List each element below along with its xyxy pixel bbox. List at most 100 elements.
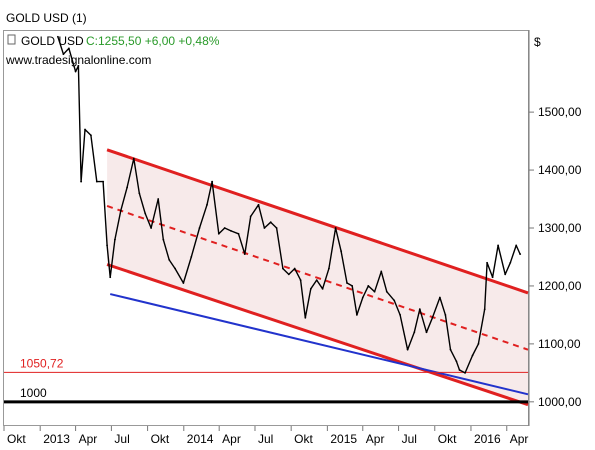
price-point	[190, 256, 193, 258]
level-label-1000: 1000	[20, 386, 47, 400]
price-point	[340, 250, 343, 253]
y-tick-label: 1300,00	[538, 221, 582, 235]
price-point	[425, 331, 428, 334]
price-point	[444, 314, 447, 316]
price-point	[299, 279, 302, 282]
x-tick-label: Apr	[79, 432, 98, 446]
price-point	[80, 180, 83, 183]
price-point	[263, 227, 266, 229]
x-tick-label: Jul	[258, 432, 273, 446]
x-tick-label: 2015	[330, 432, 357, 446]
price-point	[211, 180, 214, 183]
trend-line-channel-upper	[106, 148, 529, 295]
y-tick-label: 1400,00	[538, 163, 582, 177]
x-tick-label: Jul	[402, 432, 417, 446]
trend-line-channel-middle	[106, 205, 529, 351]
price-point	[334, 227, 337, 229]
price-point	[126, 186, 129, 189]
x-tick-label: Okt	[7, 432, 26, 446]
price-point	[74, 70, 77, 73]
price-point	[504, 273, 507, 276]
price-point	[380, 270, 383, 273]
price-point	[62, 53, 65, 56]
price-point	[321, 287, 324, 290]
price-point	[84, 128, 86, 131]
quote-label: C:1255,50 +6,00 +0,48%	[86, 34, 220, 48]
price-point	[182, 282, 185, 284]
trend-line-support	[109, 293, 529, 396]
price-point	[162, 238, 165, 241]
currency-label: $	[534, 35, 541, 49]
price-point	[243, 253, 246, 255]
symbol-label: GOLD USD	[21, 34, 84, 48]
price-point	[315, 279, 318, 282]
website-label: www.tradesignalonline.com	[5, 53, 151, 67]
price-point	[249, 215, 252, 218]
level-label-1050.72: 1050,72	[20, 356, 64, 370]
price-point	[418, 308, 421, 311]
x-tick-label: Jul	[114, 432, 129, 446]
price-point	[491, 276, 494, 279]
price-point	[217, 232, 220, 235]
price-point	[455, 360, 458, 363]
price-point	[174, 267, 177, 270]
price-point	[438, 296, 441, 299]
trend-channel	[106, 148, 529, 407]
price-point	[90, 134, 92, 137]
x-tick-label: Okt	[438, 432, 457, 446]
price-point	[223, 227, 226, 229]
price-point	[257, 203, 260, 206]
price-point	[114, 238, 116, 241]
price-point	[486, 261, 488, 264]
trend-line-channel-lower	[106, 263, 529, 407]
price-point	[95, 180, 98, 183]
price-point	[497, 244, 500, 247]
price-point	[269, 221, 272, 224]
x-tick-label: 2016	[474, 432, 501, 446]
price-point	[132, 157, 135, 160]
price-point	[106, 244, 108, 247]
price-point	[373, 290, 376, 293]
price-point	[206, 203, 208, 206]
price-point	[361, 296, 364, 299]
y-tick-label: 1500,00	[538, 105, 582, 119]
price-point	[449, 348, 452, 351]
price-point	[237, 232, 240, 235]
price-point	[351, 285, 354, 287]
price-point	[282, 267, 284, 270]
price-point	[399, 314, 402, 316]
price-point	[77, 64, 80, 67]
price-point	[346, 282, 348, 284]
price-point	[56, 35, 59, 38]
price-point	[458, 369, 461, 371]
x-tick-label: Apr	[366, 432, 385, 446]
price-point	[309, 287, 312, 290]
price-axis: 1000,00 1100,00 1200,00 1300,00 1400,00 1500,…	[529, 105, 582, 409]
price-point	[168, 258, 171, 261]
price-point	[102, 180, 105, 183]
x-tick-label: 2013	[43, 432, 70, 446]
x-tick-label: 2014	[187, 432, 214, 446]
price-point	[367, 285, 370, 287]
price-point	[119, 209, 122, 212]
window-title: GOLD USD (1)	[6, 11, 87, 25]
y-tick-label: 1100,00	[538, 337, 581, 351]
price-point	[385, 290, 388, 293]
price-point	[144, 212, 147, 215]
price-point	[275, 227, 278, 229]
price-point	[471, 354, 474, 357]
x-tick-label: Okt	[151, 432, 170, 446]
price-line	[57, 36, 521, 374]
price-point	[293, 267, 296, 270]
price-series	[56, 35, 522, 374]
price-point	[519, 253, 522, 255]
price-point	[431, 316, 434, 319]
price-point	[109, 276, 112, 279]
collapse-box-icon[interactable]	[7, 34, 16, 45]
price-point	[138, 192, 141, 195]
time-axis: Okt 2013 Apr Jul Okt 2014 Apr Jul Okt 2015 Apr Jul O…	[3, 426, 528, 446]
price-point	[464, 371, 466, 374]
price-point	[515, 244, 518, 247]
x-tick-label: Okt	[294, 432, 313, 446]
